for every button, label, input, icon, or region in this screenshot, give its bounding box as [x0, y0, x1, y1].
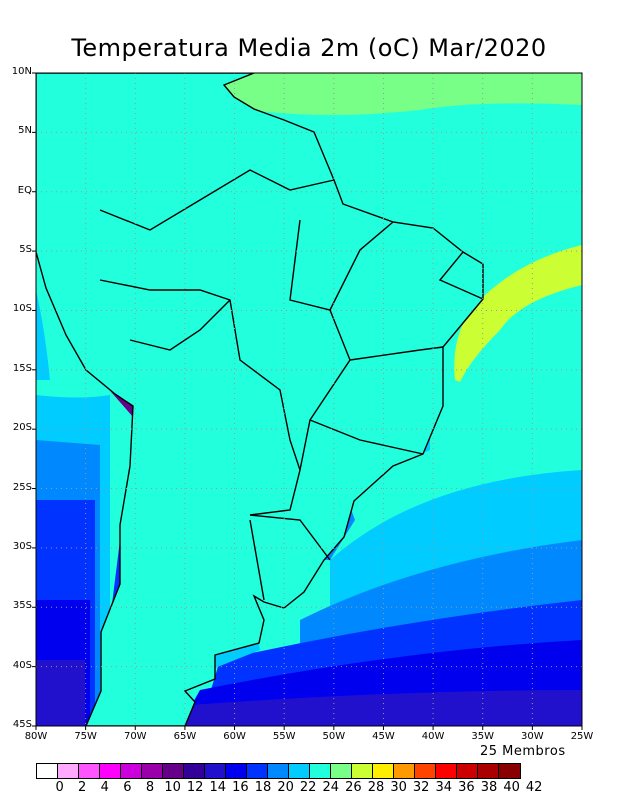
x-tick-label: 70W: [123, 731, 147, 742]
colorbar-label: 28: [367, 780, 385, 795]
colorbar-label: 10: [164, 780, 181, 795]
colorbar-swatch: [121, 764, 142, 778]
axis-ticks: [32, 72, 583, 730]
colorbar-label: 38: [480, 780, 498, 795]
colorbar-swatch: [163, 764, 184, 778]
colorbar-swatch: [415, 764, 436, 778]
colorbar-label: 6: [123, 780, 132, 795]
colorbar-swatch: [436, 764, 457, 778]
colorbar-label: 24: [322, 780, 340, 795]
x-tick-label: 25W: [570, 731, 594, 742]
colorbar-swatch: [205, 764, 226, 778]
y-tick-label: 35S: [12, 600, 32, 612]
x-tick-label: 80W: [24, 731, 48, 742]
colorbar-label: 8: [145, 780, 155, 795]
colorbar-label: 16: [232, 780, 249, 795]
x-tick-label: 40W: [421, 731, 445, 742]
y-tick-label: 20S: [12, 422, 32, 434]
y-tick-label: 45S: [12, 719, 32, 730]
colorbar-swatch: [184, 764, 205, 778]
colorbar-label: 18: [254, 780, 272, 795]
y-tick-label: 40S: [12, 659, 32, 671]
colorbar-label: 22: [299, 780, 317, 795]
x-tick-label: 30W: [521, 731, 544, 742]
colorbar-label: 26: [345, 780, 362, 795]
colorbar: [36, 763, 521, 779]
y-tick-label: 30S: [12, 540, 32, 552]
colorbar-swatch: [352, 764, 373, 778]
colorbar-swatch: [268, 764, 289, 778]
x-tick-label: 75W: [74, 731, 97, 742]
colorbar-swatch: [100, 764, 121, 778]
x-tick-label: 50W: [322, 731, 346, 742]
y-tick-label: EQ: [17, 184, 32, 196]
colorbar-label: 14: [209, 780, 227, 795]
map-title: Temperatura Media 2m (oC) Mar/2020: [71, 34, 547, 62]
lat-lon-grid: [36, 73, 582, 726]
x-tick-label: 35W: [471, 731, 495, 742]
colorbar-label: 32: [412, 780, 430, 795]
colorbar-swatch: [37, 764, 58, 778]
colorbar-label: 0: [55, 780, 64, 795]
colorbar-swatch: [58, 764, 79, 778]
colorbar-label: 36: [458, 780, 475, 795]
plot-frame: [35, 72, 583, 727]
colorbar-label: 12: [186, 780, 204, 795]
colorbar-label: 4: [100, 780, 109, 795]
colorbar-label: 42: [525, 780, 543, 795]
y-tick-label: 10S: [12, 303, 32, 315]
y-tick-label: 25S: [12, 481, 32, 493]
x-tick-label: 65W: [173, 731, 197, 742]
colorbar-label: 34: [435, 780, 453, 795]
colorbar-swatch: [394, 764, 415, 778]
colorbar-swatch: [499, 764, 520, 778]
colorbar-swatch: [457, 764, 478, 778]
colorbar-swatch: [247, 764, 268, 778]
x-tick-label: 60W: [223, 731, 246, 742]
colorbar-swatch: [373, 764, 394, 778]
y-tick-label: 15S: [12, 362, 32, 374]
colorbar-swatch: [331, 764, 352, 778]
x-tick-label: 45W: [372, 731, 395, 742]
colorbar-swatch: [79, 764, 100, 778]
colorbar-swatch: [310, 764, 331, 778]
colorbar-swatch: [226, 764, 247, 778]
colorbar-label: 40: [503, 780, 520, 795]
colorbar-label: 20: [277, 780, 294, 795]
colorbar-label: 30: [390, 780, 407, 795]
members-label: 25 Membros: [480, 744, 566, 759]
y-tick-label: 10N: [11, 66, 32, 77]
y-tick-label: 5S: [19, 244, 32, 256]
x-tick-label: 55W: [272, 731, 296, 742]
colorbar-label: 2: [78, 780, 87, 795]
y-tick-label: 5N: [18, 125, 32, 137]
colorbar-swatch: [478, 764, 499, 778]
colorbar-swatch: [289, 764, 310, 778]
colorbar-swatch: [142, 764, 163, 778]
coastline-and-borders: [36, 73, 484, 726]
